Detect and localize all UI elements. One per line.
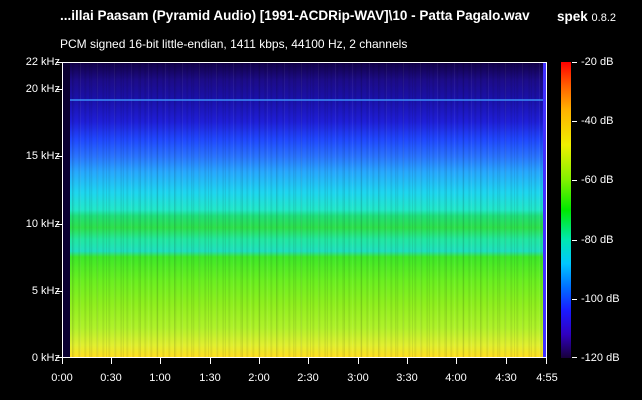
spectrogram-band-line [63, 99, 546, 101]
freq-tick [56, 62, 62, 63]
freq-tick [56, 357, 62, 358]
spectrogram-silence-end [543, 63, 546, 357]
db-label-80: -80 dB [581, 234, 614, 246]
time-label-4-30: 4:30 [495, 372, 517, 384]
app-name: spek [557, 9, 588, 24]
db-label-40: -40 dB [581, 115, 614, 127]
time-label-4-00: 4:00 [445, 372, 467, 384]
time-label-2-30: 2:30 [297, 372, 319, 384]
db-tick [572, 180, 577, 181]
time-label-3-30: 3:30 [396, 372, 418, 384]
audio-info: PCM signed 16-bit little-endian, 1411 kb… [60, 37, 408, 51]
time-tick [210, 358, 211, 364]
freq-label-0khz: 0 kHz [31, 352, 60, 364]
freq-label-5khz: 5 kHz [31, 285, 60, 297]
db-label-20: -20 dB [581, 56, 614, 68]
freq-label-15khz: 15 kHz [25, 150, 60, 162]
freq-label-22khz: 22 kHz [25, 56, 60, 68]
db-tick [572, 62, 577, 63]
time-tick [546, 358, 547, 364]
freq-tick [56, 291, 62, 292]
app-version: 0.8.2 [591, 12, 617, 24]
time-label-0-30: 0:30 [100, 372, 122, 384]
time-label-3-00: 3:00 [347, 372, 369, 384]
file-title: ...illai Paasam (Pyramid Audio) [1991-AC… [60, 8, 530, 23]
time-tick [111, 358, 112, 364]
time-tick [407, 358, 408, 364]
time-label-1-30: 1:30 [199, 372, 221, 384]
time-tick [62, 358, 63, 364]
db-tick [572, 299, 577, 300]
db-tick [572, 357, 577, 358]
db-tick [572, 240, 577, 241]
time-tick [456, 358, 457, 364]
time-tick [160, 358, 161, 364]
time-label-4-55: 4:55 [536, 372, 558, 384]
app-brand: spek 0.8.2 [557, 9, 616, 24]
db-label-120: -120 dB [581, 352, 620, 364]
freq-tick [56, 224, 62, 225]
db-label-100: -100 dB [581, 293, 620, 305]
time-tick [358, 358, 359, 364]
time-tick [308, 358, 309, 364]
color-scale-bar [561, 62, 571, 358]
time-label-1-00: 1:00 [149, 372, 171, 384]
time-label-0-00: 0:00 [51, 372, 73, 384]
freq-tick [56, 156, 62, 157]
spectrogram [62, 62, 547, 358]
freq-label-20khz: 20 kHz [25, 83, 60, 95]
db-tick [572, 121, 577, 122]
spectrogram-texture [63, 63, 546, 357]
spectrogram-silence-start [63, 63, 70, 357]
time-label-2-00: 2:00 [248, 372, 270, 384]
spectrogram-image [63, 63, 546, 357]
time-tick [506, 358, 507, 364]
db-label-60: -60 dB [581, 174, 614, 186]
freq-label-10khz: 10 kHz [25, 218, 60, 230]
time-tick [259, 358, 260, 364]
freq-tick [56, 89, 62, 90]
